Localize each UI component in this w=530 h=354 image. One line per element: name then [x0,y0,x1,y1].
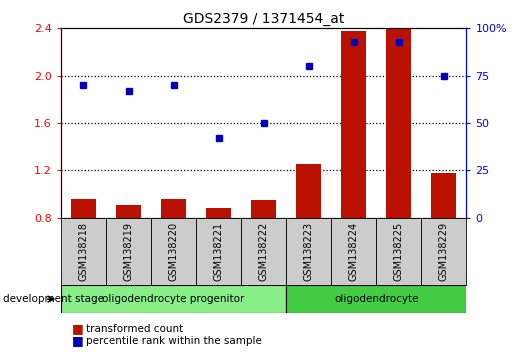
Text: ■: ■ [72,334,83,347]
Bar [206,208,231,218]
Bar [161,199,186,218]
Bar [431,173,456,218]
Bar [286,218,331,285]
Bar [331,218,376,285]
Bar [241,218,286,285]
Text: GSM138219: GSM138219 [123,222,134,281]
Text: transformed count: transformed count [86,324,183,333]
Text: oligodendrocyte progenitor: oligodendrocyte progenitor [102,294,245,304]
Text: percentile rank within the sample: percentile rank within the sample [86,336,262,346]
Text: GSM138220: GSM138220 [169,222,179,281]
Bar [421,218,466,285]
Bar [71,199,96,218]
Bar [116,205,141,218]
Bar [61,218,106,285]
Bar [61,285,286,313]
Text: GSM138225: GSM138225 [394,222,404,281]
Text: ■: ■ [72,322,83,335]
Bar [251,200,276,218]
Bar [386,28,411,218]
Bar [286,285,466,313]
Text: GSM138229: GSM138229 [439,222,449,281]
Text: GSM138221: GSM138221 [214,222,224,281]
Bar [196,218,241,285]
Text: GSM138224: GSM138224 [349,222,359,281]
Bar [376,218,421,285]
Text: GSM138222: GSM138222 [259,222,269,281]
Bar [106,218,151,285]
Text: GSM138223: GSM138223 [304,222,314,281]
Text: development stage: development stage [3,294,104,304]
Title: GDS2379 / 1371454_at: GDS2379 / 1371454_at [183,12,344,26]
Bar [341,31,366,218]
Bar [296,165,321,218]
Bar [151,218,196,285]
Text: oligodendrocyte: oligodendrocyte [334,294,419,304]
Text: GSM138218: GSM138218 [78,222,89,281]
